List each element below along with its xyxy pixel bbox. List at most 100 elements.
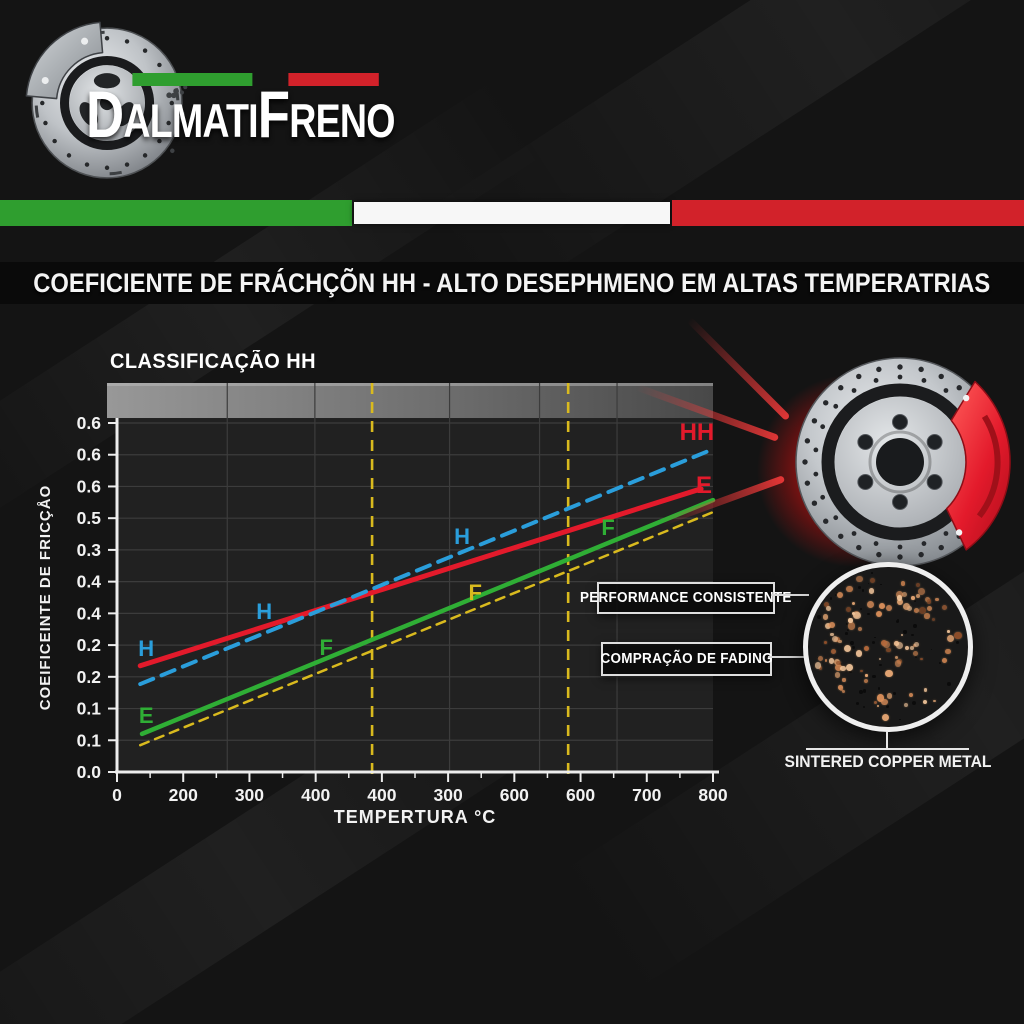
copper-particle (865, 674, 868, 677)
copper-particle (822, 614, 829, 621)
copper-particle (868, 588, 875, 595)
copper-particle (836, 660, 842, 666)
copper-particle (912, 650, 918, 656)
copper-particle (913, 607, 920, 614)
copper-particle (922, 699, 928, 704)
copper-particle (916, 593, 921, 598)
copper-particle (880, 639, 888, 646)
copper-particle (917, 588, 925, 596)
copper-particle (913, 609, 916, 612)
svg-text:0.4: 0.4 (77, 572, 102, 592)
headline-title: COEFICIENTE DE FRÁCHÇÕN HH - ALTO DESEPH… (33, 267, 991, 298)
copper-particle (896, 641, 904, 649)
copper-particle (920, 657, 923, 661)
svg-text:0.6: 0.6 (77, 413, 102, 433)
copper-particle (942, 657, 947, 663)
svg-text:0.4: 0.4 (77, 603, 102, 623)
copper-particle (828, 658, 835, 664)
series-line (139, 497, 716, 737)
pad-grade-label: E (139, 703, 154, 728)
copper-particle (830, 648, 836, 654)
copper-particle (901, 591, 907, 597)
classification-band (107, 383, 713, 419)
copper-particle (945, 648, 951, 654)
svg-text:700: 700 (632, 785, 661, 805)
copper-particle (853, 611, 861, 619)
copper-particle (926, 599, 932, 604)
flag-stripe (0, 200, 1024, 226)
copper-particle (843, 644, 851, 652)
svg-text:0.6: 0.6 (77, 445, 102, 465)
copper-particle (882, 713, 890, 722)
copper-particle (835, 663, 842, 671)
copper-particle (946, 634, 955, 643)
flag-red-segment (672, 200, 1024, 226)
brand-rest-1: ALMATI (123, 94, 258, 147)
copper-particle (900, 581, 905, 586)
copper-particle (933, 699, 936, 702)
callout-compracao-de-fading: COMPRAÇÃO DE FADING (600, 642, 772, 676)
svg-text:0.5: 0.5 (77, 508, 102, 528)
chart-heading: CLASSIFICAÇÃO HH (110, 350, 317, 373)
brand-initial-1: D (86, 77, 124, 151)
copper-particle (817, 655, 824, 662)
pad-grade-label: F (319, 635, 332, 660)
copper-particle (924, 613, 930, 619)
copper-particle (931, 618, 935, 622)
svg-text:0.1: 0.1 (77, 730, 102, 750)
copper-particle (851, 612, 855, 616)
series-line (138, 447, 715, 687)
tick-labels: 0.6 0.6 0.6 0.5 0.3 0.4 0.4 0.2 0.2 0.1 0.1 0.0 0 200… (77, 413, 728, 805)
svg-text:0.2: 0.2 (77, 635, 102, 655)
series-line (138, 510, 715, 747)
svg-text:0.6: 0.6 (77, 476, 102, 496)
copper-particle (896, 598, 903, 605)
copper-particle (841, 689, 845, 693)
copper-particle (876, 694, 885, 702)
copper-particle (896, 595, 903, 601)
headline-banner: COEFICIENTE DE FRÁCHÇÕN HH - ALTO DESEPH… (0, 262, 1024, 304)
material-caption: SINTERED COPPER METAL (784, 753, 992, 771)
copper-particle (814, 662, 822, 669)
copper-particle (894, 640, 900, 646)
pad-grade-label: H (256, 599, 272, 624)
copper-particle (894, 655, 899, 660)
copper-particle (926, 605, 932, 611)
copper-particle (828, 622, 835, 629)
pad-grade-label: H (138, 636, 154, 661)
copper-particle (894, 660, 902, 667)
svg-text:600: 600 (500, 785, 529, 805)
copper-particle (954, 631, 962, 640)
flag-white-segment (354, 202, 670, 224)
pad-grade-label: HH (680, 419, 715, 446)
copper-particle (878, 602, 885, 609)
copper-particle (885, 605, 892, 611)
copper-particle (914, 641, 920, 647)
copper-particle (877, 705, 880, 708)
copper-particle (835, 672, 841, 678)
copper-particle (915, 583, 920, 588)
copper-particle (839, 665, 846, 672)
gridlines (117, 383, 713, 773)
friction-temperature-chart: 0.6 0.6 0.6 0.5 0.3 0.4 0.4 0.2 0.2 0.1 0.1 0.0 0 200… (37, 383, 728, 827)
svg-text:0.3: 0.3 (77, 540, 102, 560)
caption-bracket-tick (886, 731, 888, 748)
copper-particle (858, 626, 863, 631)
copper-particle (881, 698, 888, 706)
copper-particle (904, 703, 909, 708)
copper-particle (947, 630, 950, 633)
pad-grade-label: H (454, 524, 470, 549)
brand-rest-2: RENO (289, 94, 395, 147)
copper-particle (846, 586, 853, 593)
copper-particle (867, 600, 875, 608)
copper-particle (910, 646, 914, 650)
svg-text:0.2: 0.2 (77, 667, 102, 687)
copper-particle (941, 604, 948, 610)
svg-text:200: 200 (169, 785, 198, 805)
leader-line (771, 594, 809, 596)
copper-particle (911, 596, 915, 600)
copper-particle (875, 610, 883, 617)
svg-text:0: 0 (112, 785, 122, 805)
copper-particle (863, 646, 869, 652)
